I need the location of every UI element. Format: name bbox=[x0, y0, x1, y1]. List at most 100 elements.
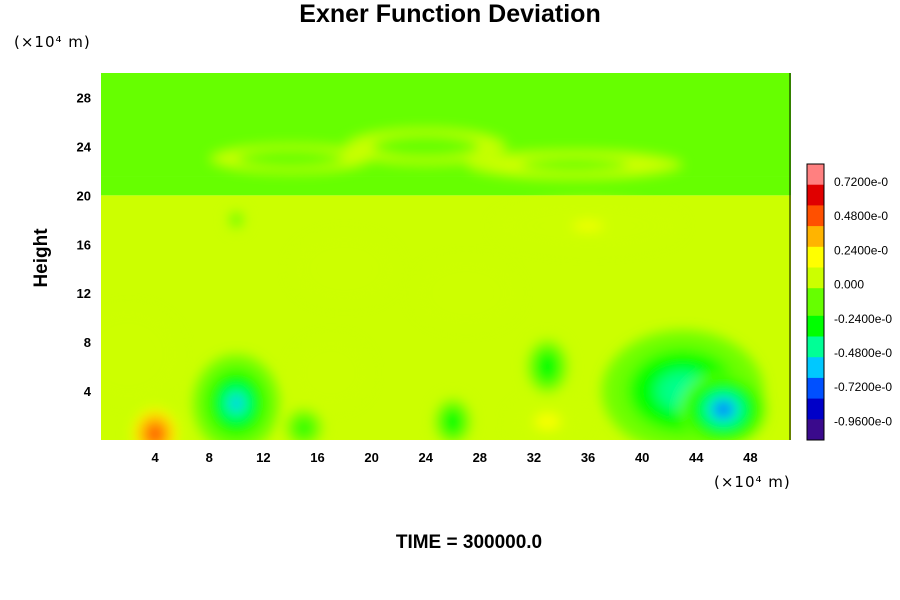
colorbar-segment bbox=[807, 302, 824, 310]
colorbar-segment bbox=[807, 288, 824, 296]
contour-level bbox=[324, 366, 338, 379]
colorbar-segment bbox=[807, 274, 824, 282]
colorbar-label: 0.000 bbox=[834, 278, 864, 292]
colorbar-segment bbox=[807, 191, 824, 199]
contour-level bbox=[229, 395, 244, 412]
colorbar-segment bbox=[807, 308, 824, 317]
x-tick-label: 8 bbox=[206, 450, 213, 465]
x-tick-label: 20 bbox=[364, 450, 378, 465]
colorbar-segment bbox=[807, 398, 824, 406]
colorbar: 0.7200e-0 0.4800e-0 0.2400e-0 0.000 -0.2400e… bbox=[806, 163, 892, 441]
colorbar-segment bbox=[807, 253, 824, 262]
colorbar-segment bbox=[807, 433, 824, 441]
colorbar-label: -0.2400e-0 bbox=[834, 312, 892, 326]
contour-level bbox=[457, 287, 476, 300]
colorbar-segment bbox=[807, 205, 824, 213]
colorbar-segment bbox=[807, 198, 824, 206]
x-tick-label: 16 bbox=[310, 450, 324, 465]
contour-feature-10 bbox=[290, 232, 399, 306]
colorbar-label: -0.9600e-0 bbox=[834, 414, 892, 428]
y-tick-label: 8 bbox=[84, 335, 91, 350]
contour-level bbox=[572, 221, 604, 231]
x-tick-label: 48 bbox=[743, 450, 757, 465]
colorbar-segment bbox=[807, 267, 824, 275]
x-axis-unit: (×10⁴ m) bbox=[714, 473, 791, 491]
y-tick-label: 20 bbox=[77, 188, 91, 203]
colorbar-label: 0.7200e-0 bbox=[834, 175, 888, 189]
y-axis-unit: (×10⁴ m) bbox=[14, 33, 91, 51]
contour-level bbox=[540, 417, 555, 426]
contour-level bbox=[412, 143, 440, 150]
colorbar-segment bbox=[807, 357, 824, 365]
chart-title: Exner Function Deviation bbox=[299, 0, 601, 28]
colorbar-segment bbox=[807, 164, 824, 172]
contour-feature-2 bbox=[193, 354, 280, 440]
y-tick-label: 24 bbox=[77, 139, 92, 154]
colorbar-label: 0.2400e-0 bbox=[834, 243, 888, 257]
colorbar-segment bbox=[807, 184, 824, 193]
contour-feature-8 bbox=[506, 397, 589, 440]
contour-feature-3 bbox=[282, 405, 326, 440]
colorbar-segment bbox=[807, 177, 824, 186]
colorbar-segment bbox=[807, 364, 824, 372]
x-tick-label: 28 bbox=[473, 450, 487, 465]
colorbar-label: -0.7200e-0 bbox=[834, 380, 892, 394]
contour-feature-14 bbox=[344, 128, 507, 165]
x-tick-label: 12 bbox=[256, 450, 270, 465]
colorbar-segment bbox=[807, 377, 824, 386]
y-tick-labels: 4 8 12 16 20 24 28 bbox=[77, 90, 92, 399]
x-tick-label: 4 bbox=[152, 450, 160, 465]
contour-level bbox=[150, 428, 160, 439]
colorbar-segment bbox=[807, 239, 824, 248]
contour-level bbox=[449, 417, 457, 427]
colorbar-segment bbox=[807, 315, 824, 324]
colorbar-segment bbox=[807, 212, 824, 220]
colorbar-segment bbox=[807, 391, 824, 400]
colorbar-segment bbox=[807, 226, 824, 234]
colorbar-segment bbox=[807, 246, 824, 255]
colorbar-segment bbox=[807, 405, 824, 413]
colorbar-segment bbox=[807, 412, 824, 420]
contour-level bbox=[119, 346, 138, 363]
colorbar-segment bbox=[807, 322, 824, 331]
contour-feature-1 bbox=[101, 305, 183, 404]
contour-level bbox=[300, 424, 308, 432]
x-tick-labels: 4 8 12 16 20 24 28 32 36 40 44 48 bbox=[152, 450, 758, 465]
y-tick-label: 4 bbox=[84, 384, 92, 399]
contour-level bbox=[543, 361, 552, 372]
y-tick-label: 28 bbox=[77, 90, 91, 105]
contour-feature-7 bbox=[680, 372, 767, 440]
colorbar-label: -0.4800e-0 bbox=[834, 346, 892, 360]
colorbar-segment bbox=[807, 419, 824, 427]
colorbar-segment bbox=[807, 260, 824, 268]
contour-feature-5 bbox=[523, 334, 572, 399]
colorbar-segment bbox=[807, 329, 824, 337]
contour-level bbox=[716, 403, 731, 416]
y-tick-label: 12 bbox=[77, 286, 91, 301]
contour-feature-13 bbox=[412, 256, 521, 330]
x-tick-label: 40 bbox=[635, 450, 649, 465]
colorbar-segment bbox=[807, 343, 824, 351]
colorbar-segment bbox=[807, 295, 824, 303]
contour-level bbox=[276, 156, 304, 162]
x-tick-label: 36 bbox=[581, 450, 595, 465]
colorbar-segment bbox=[807, 371, 824, 379]
contour-level bbox=[234, 217, 239, 222]
colorbar-segment bbox=[807, 233, 824, 241]
colorbar-segment bbox=[807, 281, 824, 289]
contour-feature-0 bbox=[128, 403, 183, 440]
time-label: TIME = 300000.0 bbox=[395, 532, 543, 553]
contour-feature-4 bbox=[431, 394, 475, 440]
contour-feature-16 bbox=[466, 150, 683, 180]
colorbar-segment bbox=[807, 384, 824, 393]
x-tick-label: 24 bbox=[418, 450, 433, 465]
contour-feature-11 bbox=[493, 199, 683, 253]
contour-level bbox=[556, 162, 593, 168]
contour-feature-12 bbox=[225, 207, 248, 233]
colorbar-frame bbox=[806, 163, 825, 441]
field-band-1 bbox=[101, 176, 791, 196]
colorbar-segment bbox=[807, 426, 824, 434]
contour-level bbox=[335, 262, 354, 275]
contour-features bbox=[101, 128, 767, 440]
